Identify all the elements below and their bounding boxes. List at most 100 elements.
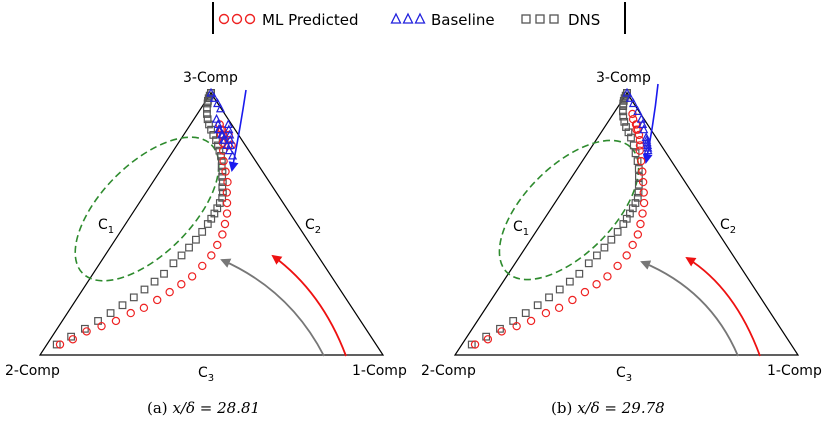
panel-b-label-c1: C1 bbox=[513, 219, 529, 238]
legend-marker-baseline bbox=[390, 12, 402, 24]
dns-point bbox=[215, 146, 224, 155]
legend-marker-baseline bbox=[402, 12, 414, 24]
ml-predicted-point bbox=[187, 272, 197, 281]
baseline-point bbox=[225, 129, 235, 139]
panel-a: 3-Comp 2-Comp 1-Comp C1 C2 C3 (a) x/δ = … bbox=[5, 70, 407, 417]
dns-point bbox=[633, 157, 642, 166]
panel-b-caption: (b) x/δ = 29.78 bbox=[551, 399, 665, 417]
dns-point bbox=[521, 309, 530, 317]
ml-predicted-point bbox=[592, 280, 601, 289]
baseline-point bbox=[642, 137, 652, 147]
dns-point bbox=[593, 251, 601, 260]
panel-b-points bbox=[467, 87, 653, 349]
panel-a-red-arrow bbox=[271, 254, 347, 357]
dns-point bbox=[482, 332, 491, 341]
baseline-point bbox=[642, 134, 652, 144]
dns-point bbox=[217, 162, 226, 171]
panel-b-label-c2: C2 bbox=[720, 217, 736, 236]
baseline-point bbox=[215, 124, 225, 134]
baseline-point bbox=[643, 142, 653, 152]
ml-predicted-point bbox=[541, 308, 551, 318]
baseline-point bbox=[223, 119, 233, 129]
panel-a-label-c2: C2 bbox=[305, 217, 321, 236]
dns-point bbox=[629, 141, 638, 150]
ml-predicted-point bbox=[568, 295, 577, 305]
dns-point bbox=[52, 340, 61, 349]
ml-predicted-point bbox=[639, 198, 649, 208]
legend-markers-baseline bbox=[390, 12, 426, 24]
dns-point bbox=[207, 125, 215, 134]
legend-markers-dns bbox=[521, 14, 559, 24]
ml-predicted-point bbox=[526, 316, 536, 326]
dns-point bbox=[622, 123, 630, 131]
ml-predicted-point bbox=[165, 287, 174, 297]
ml-predicted-point bbox=[554, 303, 564, 313]
baseline-point bbox=[218, 129, 228, 139]
panel-b-red-arrow bbox=[685, 256, 761, 357]
ml-predicted-point bbox=[222, 188, 232, 197]
dns-point bbox=[203, 104, 211, 113]
panel-b-blue-arrow bbox=[642, 83, 659, 164]
ml-predicted-point bbox=[220, 219, 230, 229]
dns-point bbox=[177, 251, 186, 260]
ml-predicted-point bbox=[223, 177, 232, 187]
baseline-point bbox=[636, 113, 646, 123]
panel-a-c1-region bbox=[74, 136, 220, 282]
dns-point bbox=[160, 269, 168, 278]
ml-predicted-point bbox=[603, 272, 612, 281]
ml-predicted-point bbox=[638, 209, 647, 218]
ml-predicted-point bbox=[634, 130, 644, 140]
dns-point bbox=[600, 243, 609, 252]
ml-predicted-point bbox=[177, 280, 186, 289]
baseline-point bbox=[643, 145, 653, 155]
dns-point bbox=[213, 204, 222, 213]
dns-point bbox=[628, 204, 637, 213]
dns-point bbox=[214, 141, 222, 150]
baseline-point bbox=[641, 132, 651, 142]
panel-b-corner-right: 1-Comp bbox=[767, 363, 822, 379]
dns-point bbox=[634, 180, 643, 189]
ml-predicted-point bbox=[218, 230, 227, 239]
dns-point bbox=[106, 309, 115, 317]
dns-point bbox=[555, 285, 564, 294]
dns-point bbox=[496, 324, 504, 333]
panel-a-label-c1: C1 bbox=[98, 217, 114, 236]
baseline-point bbox=[625, 92, 635, 102]
panel-b-c1-region bbox=[498, 139, 640, 281]
ml-predicted-point bbox=[483, 335, 493, 344]
baseline-point bbox=[220, 134, 230, 144]
legend-frame bbox=[213, 2, 625, 34]
ml-predicted-point bbox=[139, 303, 149, 313]
ml-predicted-point bbox=[628, 240, 637, 250]
legend-label-dns: DNS bbox=[568, 11, 600, 29]
dns-point bbox=[203, 110, 211, 118]
ml-predicted-point bbox=[219, 156, 228, 166]
baseline-point bbox=[224, 124, 234, 134]
ml-predicted-point bbox=[82, 327, 91, 336]
baseline-point bbox=[209, 92, 219, 102]
panel-a-blue-arrow bbox=[228, 89, 247, 172]
dns-point bbox=[67, 332, 76, 341]
legend-marker-dns bbox=[549, 14, 559, 24]
dns-point bbox=[129, 293, 138, 302]
baseline-point bbox=[622, 87, 632, 97]
baseline-point bbox=[642, 140, 653, 149]
baseline-point bbox=[633, 106, 643, 115]
panel-b: 3-Comp 2-Comp 1-Comp C1 C2 C3 (b) x/δ = … bbox=[421, 70, 822, 417]
baseline-point bbox=[225, 134, 235, 144]
ml-predicted-point bbox=[470, 340, 480, 349]
panel-a-gray-arrow bbox=[220, 258, 325, 357]
dns-point bbox=[192, 235, 200, 244]
dns-point bbox=[627, 133, 635, 142]
ml-predicted-point bbox=[633, 230, 643, 239]
dns-point bbox=[218, 193, 227, 202]
dns-point bbox=[618, 107, 627, 116]
ml-predicted-point bbox=[622, 251, 631, 260]
legend: ML Predicted Baseline DNS bbox=[212, 2, 626, 34]
ml-predicted-point bbox=[628, 114, 638, 124]
panel-b-corner-top: 3-Comp bbox=[596, 70, 651, 86]
dns-point bbox=[203, 115, 212, 124]
legend-markers-ml bbox=[218, 13, 256, 25]
legend-marker-baseline bbox=[414, 12, 426, 24]
ml-predicted-point bbox=[213, 240, 222, 250]
